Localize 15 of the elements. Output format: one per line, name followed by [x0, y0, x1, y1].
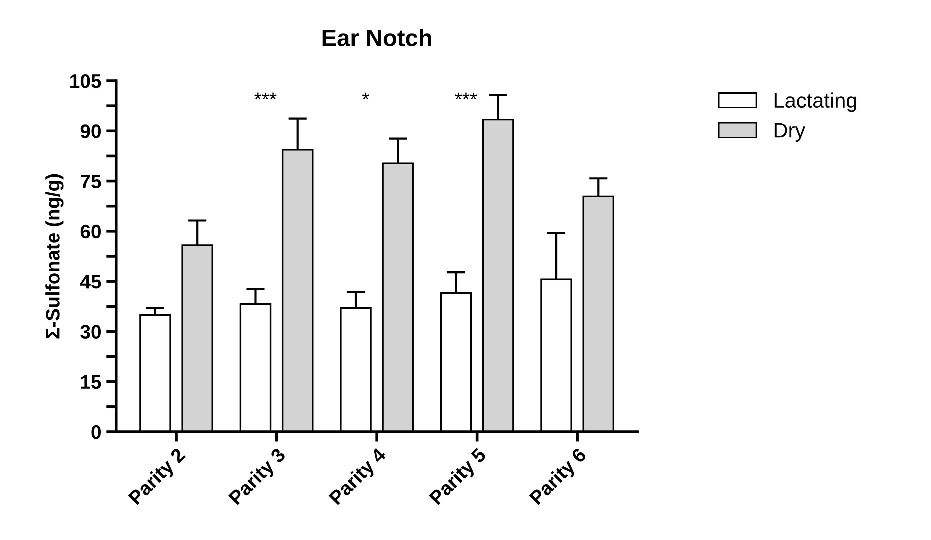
y-axis-title: Σ-Sulfonate (ng/g)	[46, 174, 64, 339]
chart-title: Ear Notch	[322, 29, 432, 47]
legend-label: Lactating	[774, 92, 856, 112]
y-tick-label: 0	[92, 425, 101, 440]
y-tick-label: 75	[81, 174, 102, 189]
y-tick-label: 105	[70, 74, 102, 88]
annotation: ***	[455, 92, 478, 100]
y-tick-label: 45	[80, 275, 102, 289]
annotation: ***	[254, 92, 277, 100]
y-tick-label: 15	[81, 376, 102, 390]
y-tick-label: 30	[80, 325, 101, 339]
annotation: *	[362, 92, 370, 100]
legend-label: Dry	[774, 123, 806, 142]
y-tick-label: 90	[80, 124, 101, 138]
y-tick-label: 60	[80, 224, 101, 239]
